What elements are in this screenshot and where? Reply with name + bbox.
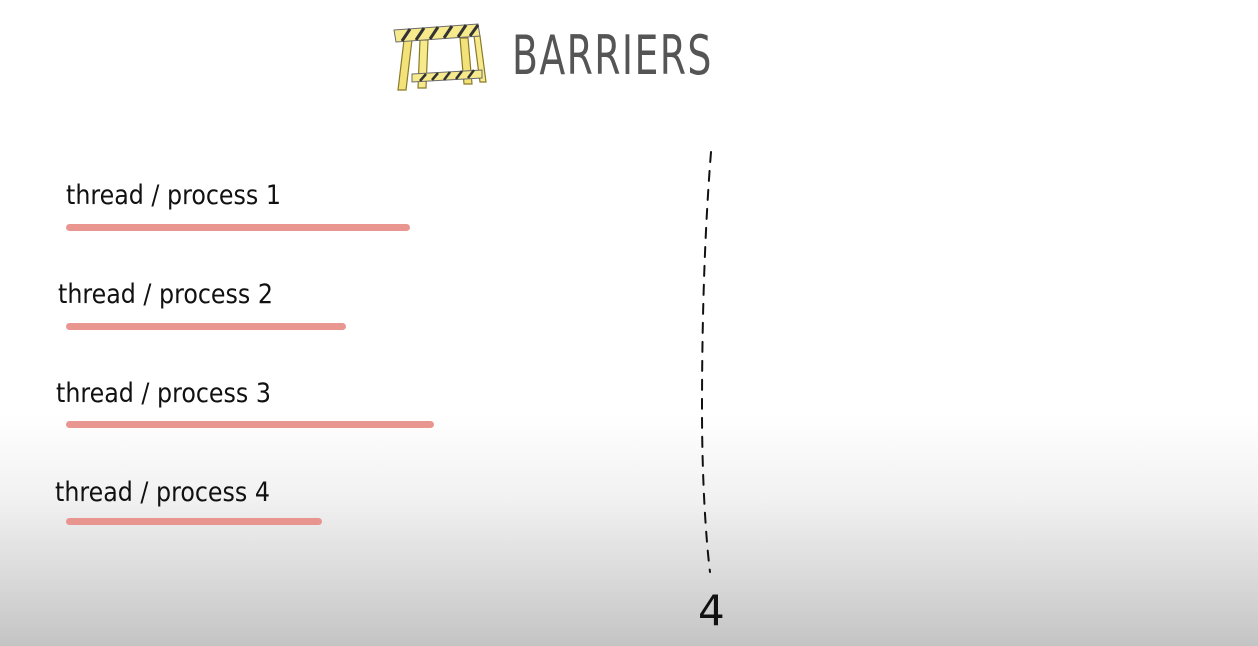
thread-progress-bar xyxy=(66,518,322,525)
thread-label: thread / process 4 xyxy=(55,477,270,508)
sawhorse-barrier-icon xyxy=(393,23,487,91)
barrier-counter: 4 xyxy=(698,586,725,635)
thread-progress-bar xyxy=(66,323,346,330)
thread-progress-bar xyxy=(66,224,410,231)
thread-label: thread / process 2 xyxy=(58,279,273,310)
barrier-dashed-line xyxy=(700,151,712,573)
page-title: BARRIERS xyxy=(512,24,713,87)
thread-label: thread / process 1 xyxy=(66,180,281,211)
thread-progress-bar xyxy=(66,421,434,428)
thread-label: thread / process 3 xyxy=(56,378,271,409)
